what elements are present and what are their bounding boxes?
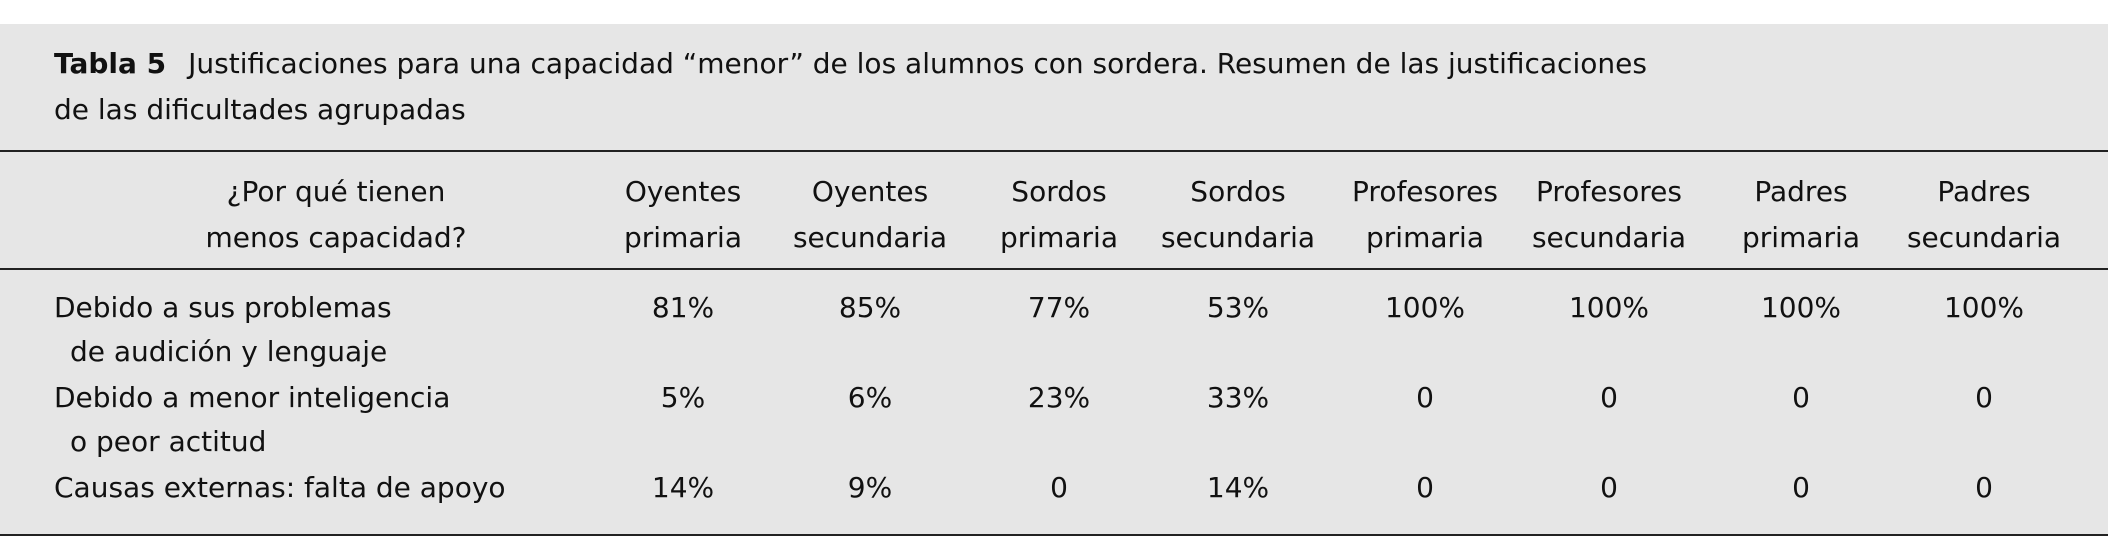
- row-label: Debido a sus problemas: [54, 291, 392, 324]
- column-header: primaria: [624, 221, 742, 254]
- column-header: primaria: [1742, 221, 1860, 254]
- cell: 53%: [1206, 291, 1270, 324]
- column-header: Oyentes: [811, 175, 929, 208]
- column-header: Padres: [1754, 175, 1848, 208]
- rule: [0, 268, 2108, 270]
- cell: 23%: [1027, 381, 1091, 414]
- cell: 100%: [1943, 291, 2025, 324]
- caption-text: Justificaciones para una capacidad “meno…: [188, 47, 1647, 80]
- cell: 0: [1792, 471, 1810, 504]
- column-header: Sordos: [1190, 175, 1286, 208]
- row-label: de audición y lenguaje: [70, 335, 388, 368]
- row-label: o peor actitud: [70, 425, 267, 458]
- cell: 77%: [1027, 291, 1091, 324]
- column-header: Profesores: [1352, 175, 1498, 208]
- column-header: Padres: [1937, 175, 2031, 208]
- column-header: Profesores: [1536, 175, 1682, 208]
- row-label: Causas externas: falta de apoyo: [54, 471, 506, 504]
- cell: 14%: [651, 471, 715, 504]
- column-header: ¿Por qué tienen: [226, 175, 446, 208]
- column-header: secundaria: [1906, 221, 2062, 254]
- table-panel: [0, 24, 2108, 536]
- cell: 14%: [1206, 471, 1270, 504]
- caption-label: Tabla 5: [54, 47, 167, 80]
- cell: 0: [1416, 381, 1434, 414]
- cell: 0: [1050, 471, 1068, 504]
- column-header: secundaria: [792, 221, 948, 254]
- column-header: menos capacidad?: [205, 221, 467, 254]
- cell: 5%: [660, 381, 706, 414]
- cell: 0: [1975, 381, 1993, 414]
- cell: 0: [1600, 471, 1618, 504]
- cell: 100%: [1760, 291, 1842, 324]
- cell: 0: [1792, 381, 1810, 414]
- rule: [0, 534, 2108, 536]
- cell: 100%: [1568, 291, 1650, 324]
- cell: 0: [1416, 471, 1434, 504]
- cell: 9%: [847, 471, 893, 504]
- cell: 100%: [1384, 291, 1466, 324]
- column-header: secundaria: [1160, 221, 1316, 254]
- column-header: Sordos: [1011, 175, 1107, 208]
- cell: 6%: [847, 381, 893, 414]
- column-header: Oyentes: [624, 175, 742, 208]
- column-header: primaria: [1000, 221, 1118, 254]
- cell: 85%: [838, 291, 902, 324]
- column-header: primaria: [1366, 221, 1484, 254]
- cell: 0: [1975, 471, 1993, 504]
- caption-text: de las dificultades agrupadas: [54, 93, 466, 126]
- cell: 33%: [1206, 381, 1270, 414]
- cell: 0: [1600, 381, 1618, 414]
- column-header: secundaria: [1531, 221, 1687, 254]
- rule: [0, 150, 2108, 152]
- cell: 81%: [651, 291, 715, 324]
- row-label: Debido a menor inteligencia: [54, 381, 451, 414]
